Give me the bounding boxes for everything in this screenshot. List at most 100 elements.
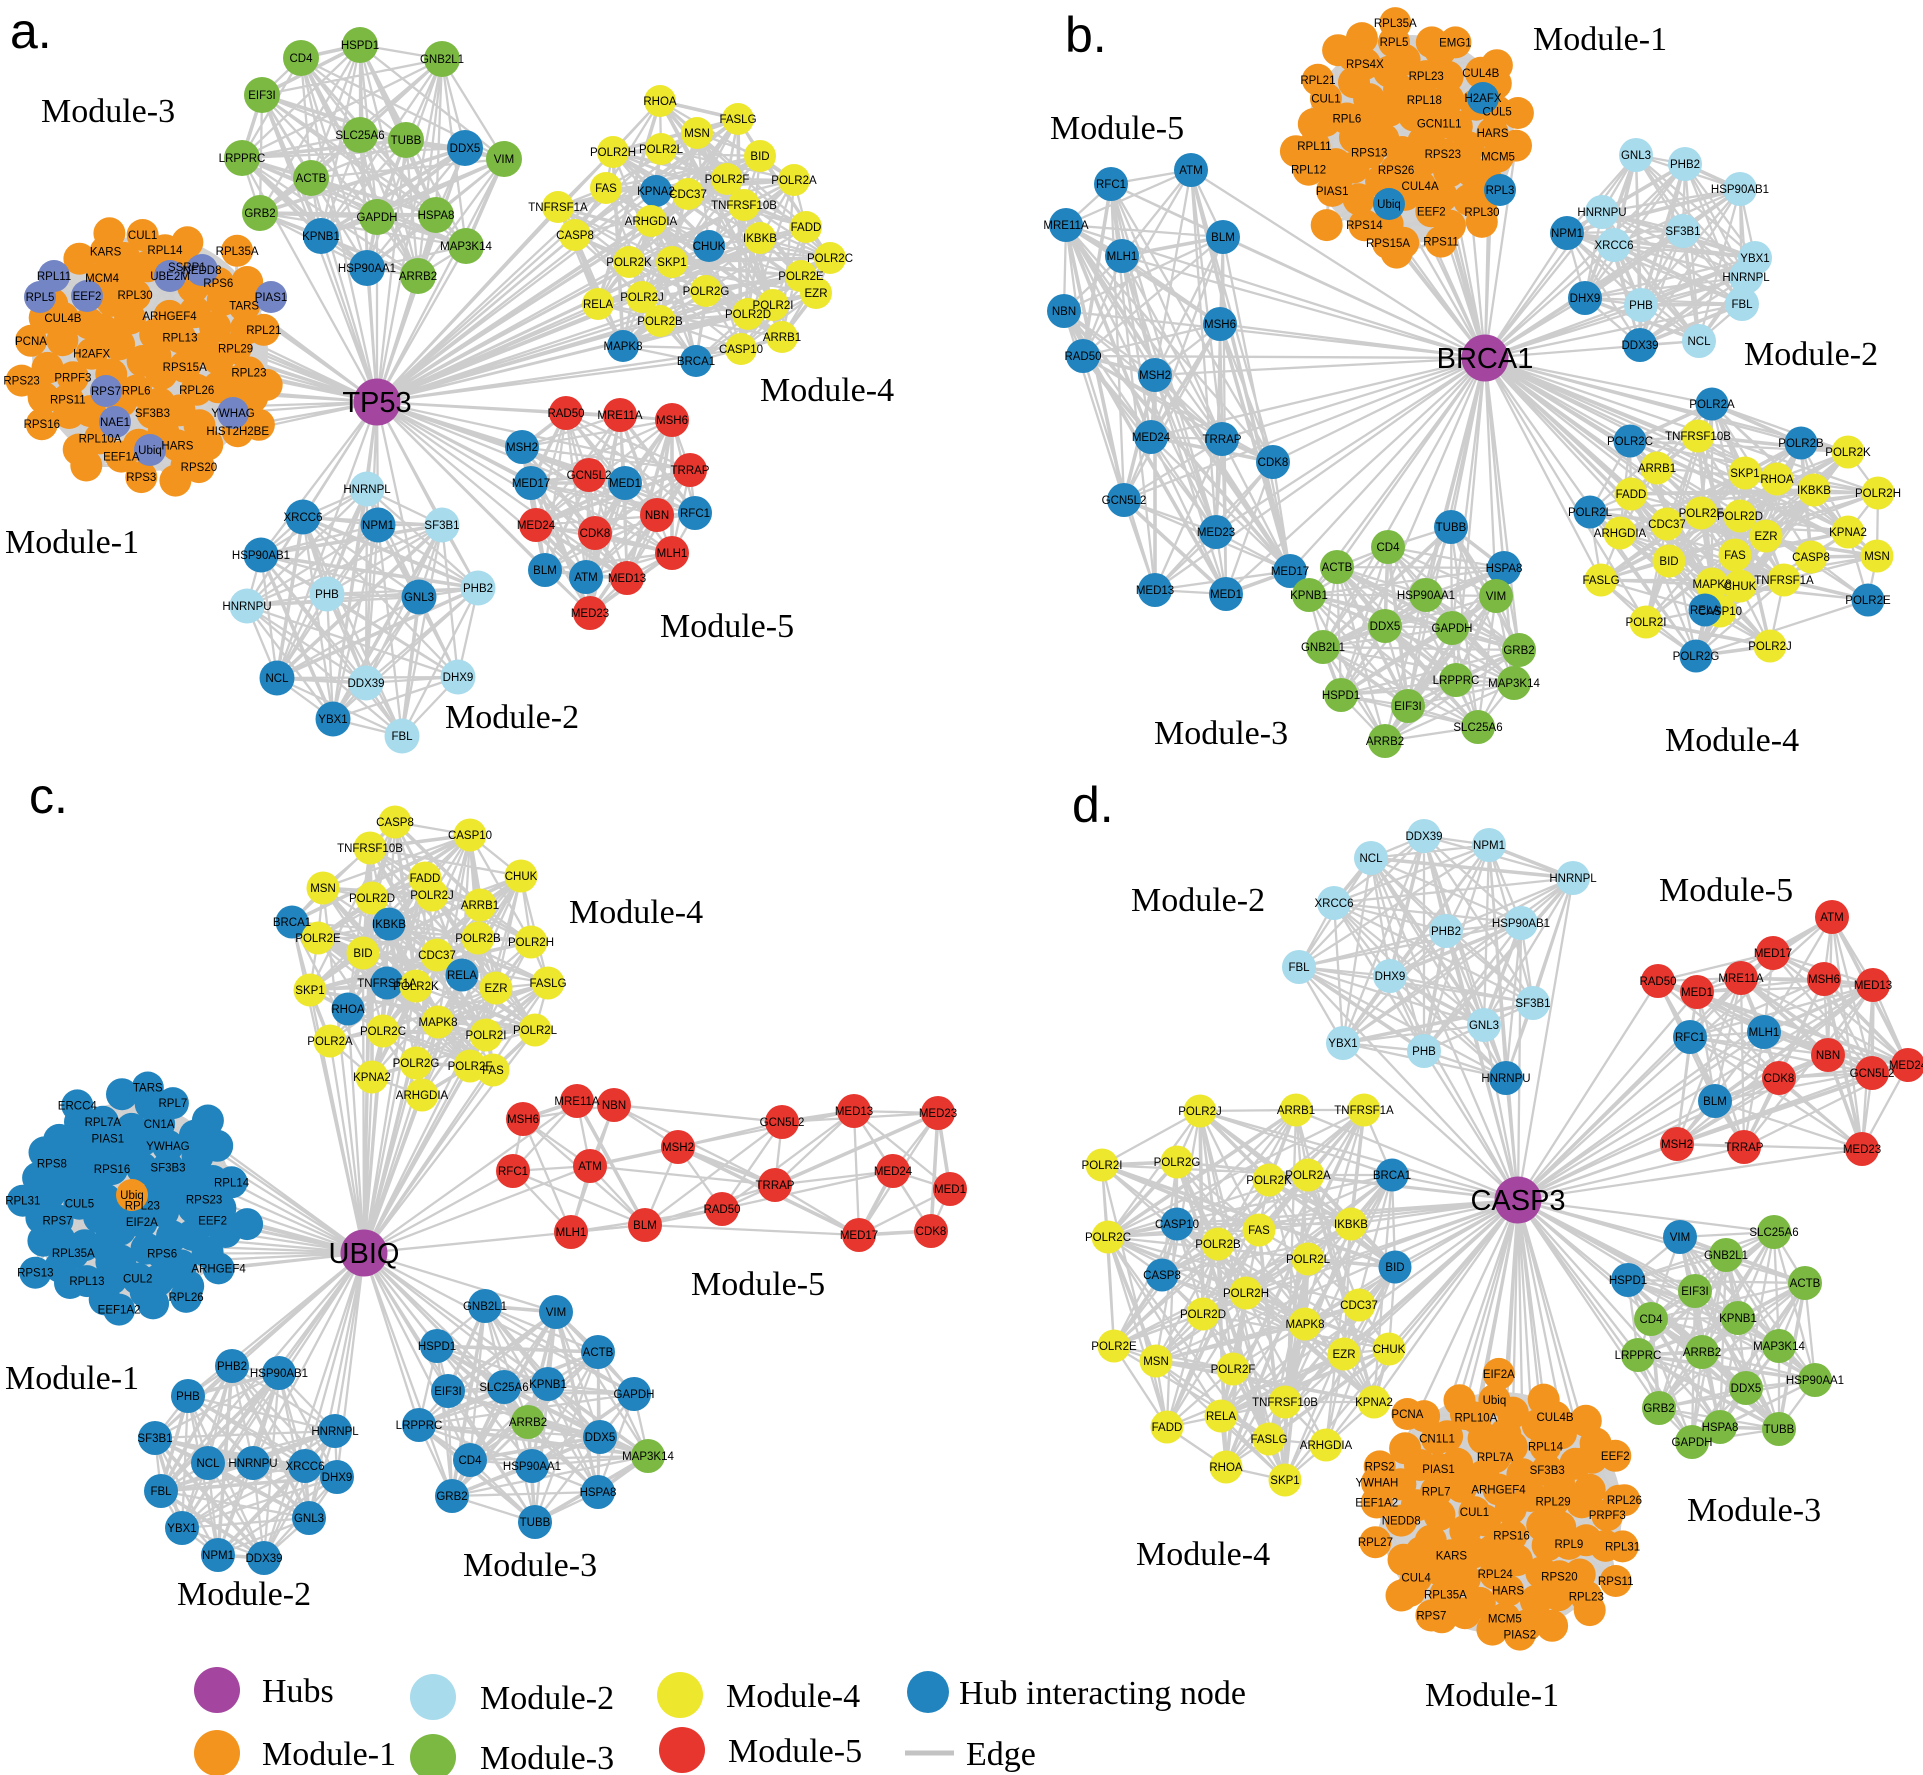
svg-text:POLR2D: POLR2D xyxy=(1717,511,1763,523)
svg-text:CHUK: CHUK xyxy=(505,871,538,883)
svg-text:CUL4B: CUL4B xyxy=(44,313,81,325)
svg-text:CD4: CD4 xyxy=(458,1455,482,1467)
svg-text:Module-1: Module-1 xyxy=(1533,21,1667,58)
svg-text:HSP90AA1: HSP90AA1 xyxy=(503,1461,561,1473)
svg-text:XRCC6: XRCC6 xyxy=(286,1461,325,1473)
svg-text:KPNA2: KPNA2 xyxy=(1355,1397,1393,1409)
svg-text:RFC1: RFC1 xyxy=(498,1166,528,1178)
svg-text:Module-5: Module-5 xyxy=(1659,872,1793,909)
svg-text:KARS: KARS xyxy=(1436,1550,1468,1562)
svg-text:ARRB2: ARRB2 xyxy=(1366,736,1404,748)
svg-text:YWHAG: YWHAG xyxy=(146,1141,190,1153)
svg-text:GCN5L2: GCN5L2 xyxy=(567,470,612,482)
svg-text:TNFRSF1A: TNFRSF1A xyxy=(1334,1105,1394,1117)
svg-text:MLH1: MLH1 xyxy=(556,1227,587,1239)
svg-text:SLC25A6: SLC25A6 xyxy=(1749,1227,1798,1239)
svg-text:Module-3: Module-3 xyxy=(1687,1492,1821,1529)
svg-text:POLR2J: POLR2J xyxy=(410,890,453,902)
svg-text:RPL31: RPL31 xyxy=(5,1196,40,1208)
svg-text:ARRB2: ARRB2 xyxy=(399,271,437,283)
svg-text:BID: BID xyxy=(1659,556,1678,568)
svg-text:RPL18: RPL18 xyxy=(1407,95,1442,107)
svg-text:NPM1: NPM1 xyxy=(1551,228,1583,240)
svg-text:MSH6: MSH6 xyxy=(507,1114,539,1126)
svg-text:RPS6: RPS6 xyxy=(203,278,233,290)
svg-text:HSP90AB1: HSP90AB1 xyxy=(232,550,290,562)
svg-text:VIM: VIM xyxy=(1670,1232,1690,1244)
svg-text:VIM: VIM xyxy=(546,1307,566,1319)
svg-text:HIST2H2BE: HIST2H2BE xyxy=(206,426,269,438)
svg-text:HARS: HARS xyxy=(161,440,193,452)
svg-text:HSP90AB1: HSP90AB1 xyxy=(1711,184,1769,196)
svg-text:KPNB1: KPNB1 xyxy=(529,1379,567,1391)
svg-text:KPNA2: KPNA2 xyxy=(353,1072,391,1084)
svg-text:POLR2C: POLR2C xyxy=(1085,1232,1131,1244)
svg-text:Module-4: Module-4 xyxy=(726,1678,860,1715)
svg-text:CUL4: CUL4 xyxy=(1401,1573,1431,1585)
svg-text:POLR2A: POLR2A xyxy=(1285,1170,1331,1182)
svg-text:CASP10: CASP10 xyxy=(1698,606,1742,618)
svg-text:DDX5: DDX5 xyxy=(450,143,481,155)
svg-text:ACTB: ACTB xyxy=(296,173,327,185)
svg-text:DDX39: DDX39 xyxy=(1405,831,1442,843)
svg-text:TUBB: TUBB xyxy=(1436,522,1467,534)
svg-text:SF3B1: SF3B1 xyxy=(424,520,459,532)
svg-text:Module-5: Module-5 xyxy=(660,608,794,645)
svg-text:CUL5: CUL5 xyxy=(65,1199,94,1211)
svg-text:ARRB2: ARRB2 xyxy=(1683,1347,1721,1359)
svg-text:NBN: NBN xyxy=(645,510,669,522)
svg-text:SF3B3: SF3B3 xyxy=(1530,1465,1565,1477)
svg-text:MED24: MED24 xyxy=(1889,1060,1923,1072)
svg-text:PHB2: PHB2 xyxy=(217,1361,247,1373)
svg-text:RPS8: RPS8 xyxy=(37,1159,67,1171)
svg-text:MED17: MED17 xyxy=(1271,566,1309,578)
svg-text:POLR2L: POLR2L xyxy=(639,144,684,156)
svg-text:TRRAP: TRRAP xyxy=(1203,434,1242,446)
svg-text:ARHGEF4: ARHGEF4 xyxy=(191,1263,246,1275)
svg-text:MED24: MED24 xyxy=(874,1166,913,1178)
svg-text:EEF1A2: EEF1A2 xyxy=(1355,1498,1398,1510)
svg-text:PHB: PHB xyxy=(1629,300,1653,312)
svg-text:EEF2: EEF2 xyxy=(73,291,102,303)
svg-text:SKP1: SKP1 xyxy=(1730,468,1759,480)
svg-text:HSPD1: HSPD1 xyxy=(418,1341,456,1353)
svg-text:LRPPRC: LRPPRC xyxy=(396,1420,443,1432)
svg-text:RPS16: RPS16 xyxy=(94,1164,130,1176)
svg-text:POLR2B: POLR2B xyxy=(455,933,501,945)
svg-text:RPL35A: RPL35A xyxy=(52,1248,95,1260)
svg-text:HSPA8: HSPA8 xyxy=(1486,563,1523,575)
svg-text:HSPA8: HSPA8 xyxy=(580,1487,617,1499)
svg-text:POLR2L: POLR2L xyxy=(1286,1254,1331,1266)
svg-text:CUL5: CUL5 xyxy=(1482,107,1511,119)
svg-text:HNRNPL: HNRNPL xyxy=(343,484,391,496)
svg-text:NPM1: NPM1 xyxy=(1473,840,1505,852)
svg-text:POLR2G: POLR2G xyxy=(1154,1157,1201,1169)
svg-text:POLR2I: POLR2I xyxy=(1626,617,1667,629)
svg-text:RELA: RELA xyxy=(447,970,477,982)
svg-text:RPL7: RPL7 xyxy=(159,1098,188,1110)
svg-text:TRRAP: TRRAP xyxy=(1725,1142,1764,1154)
svg-text:POLR2B: POLR2B xyxy=(637,316,683,328)
svg-text:MLH1: MLH1 xyxy=(1749,1027,1780,1039)
svg-text:Hub interacting node: Hub interacting node xyxy=(959,1675,1246,1712)
svg-text:TUBB: TUBB xyxy=(391,135,422,147)
svg-text:MED13: MED13 xyxy=(1136,585,1174,597)
svg-text:MSH6: MSH6 xyxy=(1808,974,1840,986)
svg-text:NBN: NBN xyxy=(1052,306,1076,318)
svg-text:POLR2D: POLR2D xyxy=(349,893,395,905)
svg-text:POLR2A: POLR2A xyxy=(307,1036,353,1048)
svg-text:SKP1: SKP1 xyxy=(295,985,324,997)
svg-text:SKP1: SKP1 xyxy=(1270,1475,1299,1487)
svg-text:CD4: CD4 xyxy=(289,53,313,65)
svg-text:PHB2: PHB2 xyxy=(1670,159,1700,171)
svg-text:POLR2E: POLR2E xyxy=(295,933,341,945)
svg-text:BLM: BLM xyxy=(1703,1096,1727,1108)
svg-text:RPL35A: RPL35A xyxy=(1374,18,1417,30)
svg-text:TNFRSF10B: TNFRSF10B xyxy=(337,843,403,855)
svg-text:MRE11A: MRE11A xyxy=(597,410,642,422)
svg-text:ARRB1: ARRB1 xyxy=(763,332,801,344)
svg-text:POLR2G: POLR2G xyxy=(1673,651,1720,663)
svg-text:RFC1: RFC1 xyxy=(680,508,710,520)
svg-text:b.: b. xyxy=(1065,7,1107,63)
svg-text:FBL: FBL xyxy=(391,731,413,743)
